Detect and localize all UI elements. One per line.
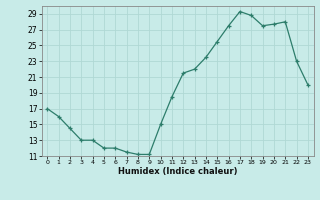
X-axis label: Humidex (Indice chaleur): Humidex (Indice chaleur) xyxy=(118,167,237,176)
